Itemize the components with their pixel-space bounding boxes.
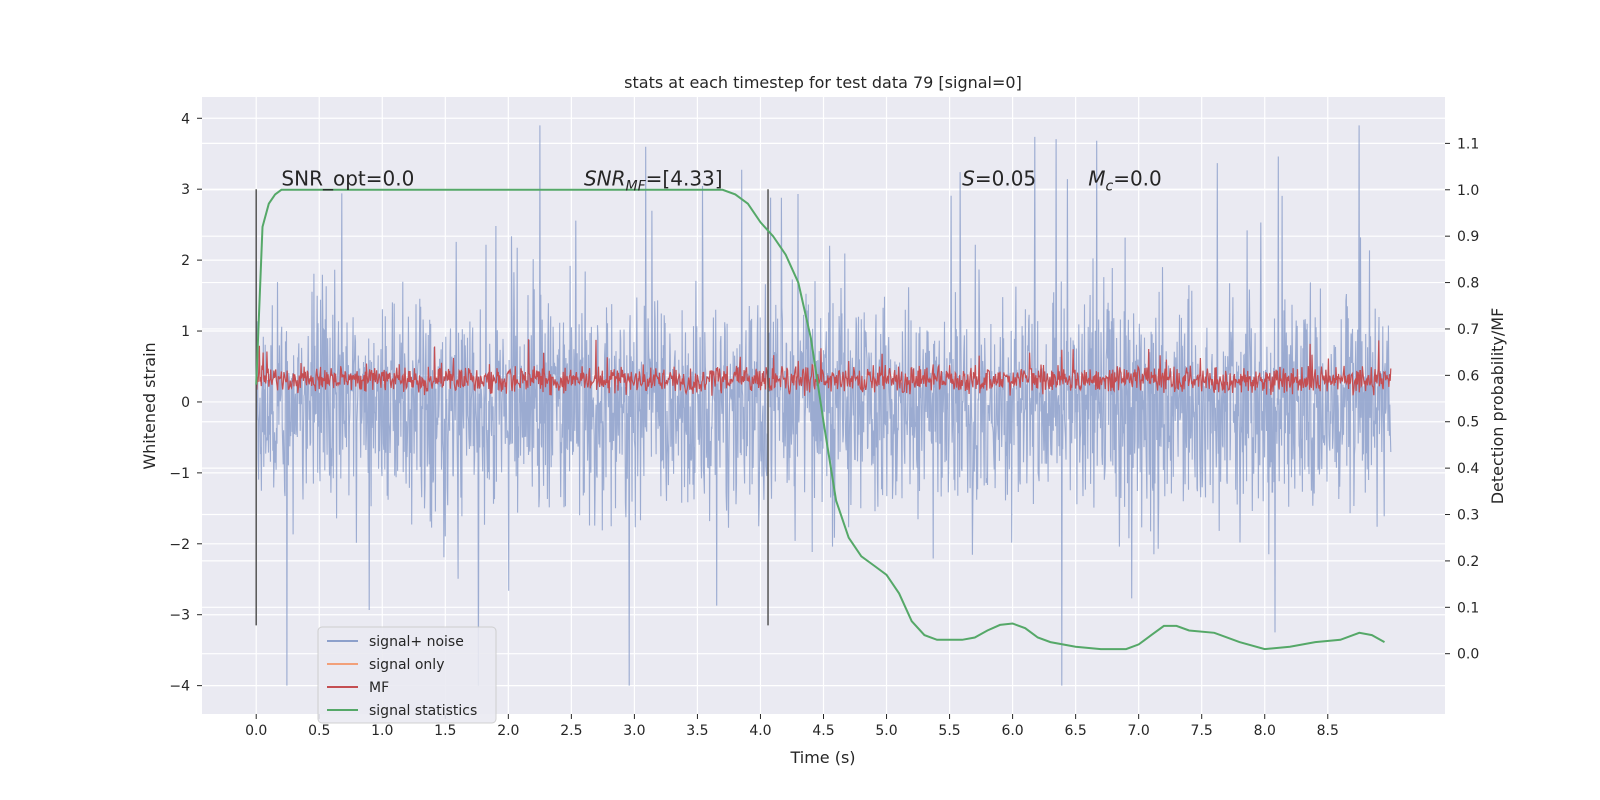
annotation-segment: =[4.33] bbox=[646, 167, 723, 191]
y2-axis-ticks: 1.1 1.0 0.9 0.8 0.7 0.6 0.5 0.4 0.3 0.2 0.1 0.0 bbox=[1445, 136, 1479, 663]
y2-tick-label: 1.1 bbox=[1457, 136, 1479, 152]
vertical-markers bbox=[255, 189, 769, 626]
y2-tick-label: 0.3 bbox=[1457, 508, 1479, 524]
y-tick-label: −4 bbox=[169, 679, 190, 695]
y-tick-label: 0 bbox=[181, 395, 190, 411]
y-tick-label: 4 bbox=[181, 111, 190, 127]
x-tick-label: 8.5 bbox=[1317, 723, 1339, 739]
y-tick-label: 1 bbox=[181, 324, 190, 340]
y-tick-label: −1 bbox=[169, 466, 190, 482]
x-tick-label: 6.0 bbox=[1001, 723, 1023, 739]
y2-axis-label: Detection probability/MF bbox=[1488, 308, 1507, 505]
annotation: SNRMF=[4.33] bbox=[584, 167, 723, 195]
annotation-segment: SNR_opt=0.0 bbox=[281, 167, 414, 191]
x-tick-label: 4.0 bbox=[749, 723, 771, 739]
y2-tick-label: 0.1 bbox=[1457, 600, 1479, 616]
annotation: SNR_opt=0.0 bbox=[281, 167, 414, 191]
y2-tick-label: 0.2 bbox=[1457, 554, 1479, 570]
series-signal-statistics bbox=[255, 188, 1385, 651]
y-axis-label: Whitened strain bbox=[140, 342, 159, 469]
x-tick-label: 6.5 bbox=[1064, 723, 1086, 739]
x-tick-label: 7.5 bbox=[1191, 723, 1213, 739]
annotation-segment: M bbox=[1088, 167, 1105, 191]
legend-box bbox=[317, 626, 497, 724]
y-tick-label: −2 bbox=[169, 537, 190, 553]
annotation: Mc=0.0 bbox=[1088, 167, 1162, 195]
legend-label-mf: MF bbox=[369, 680, 389, 696]
x-axis-label: Time (s) bbox=[789, 748, 855, 767]
y2-tick-label: 0.7 bbox=[1457, 322, 1479, 338]
x-tick-label: 2.5 bbox=[560, 723, 582, 739]
x-tick-label: 1.5 bbox=[434, 723, 456, 739]
x-axis-ticks: 0.0 0.5 1.0 1.5 2.0 2.5 3.0 3.5 4.0 4.5 5.0 5.5 6.0 6… bbox=[245, 714, 1339, 739]
x-tick-label: 0.5 bbox=[308, 723, 330, 739]
signal-statistics-line bbox=[255, 188, 1385, 651]
y-tick-label: 3 bbox=[181, 182, 190, 198]
y2-tick-label: 0.6 bbox=[1457, 368, 1479, 384]
legend-label-signal-only: signal only bbox=[369, 657, 444, 673]
x-tick-label: 0.0 bbox=[245, 723, 267, 739]
y2-tick-label: 0.4 bbox=[1457, 461, 1479, 477]
annotation-segment: =0.0 bbox=[1113, 167, 1162, 191]
annotation-segment: =0.05 bbox=[975, 167, 1036, 191]
y-tick-label: −3 bbox=[169, 608, 190, 624]
x-tick-label: 7.0 bbox=[1128, 723, 1150, 739]
y2-tick-label: 1.0 bbox=[1457, 183, 1479, 199]
legend-label-signal-noise: signal+ noise bbox=[369, 634, 464, 650]
legend-label-signal-statistics: signal statistics bbox=[369, 703, 477, 719]
annotation-segment: c bbox=[1106, 179, 1114, 195]
annotations: SNR_opt=0.0 SNRMF=[4.33] S=0.05 Mc=0.0 bbox=[281, 167, 1161, 195]
x-tick-label: 5.5 bbox=[938, 723, 960, 739]
annotation-segment: S bbox=[962, 167, 975, 191]
chart-title: stats at each timestep for test data 79 … bbox=[624, 73, 1022, 92]
y-tick-label: 2 bbox=[181, 253, 190, 269]
x-tick-label: 1.0 bbox=[371, 723, 393, 739]
annotation-segment: SNR bbox=[584, 167, 626, 191]
x-tick-label: 5.0 bbox=[875, 723, 897, 739]
x-tick-label: 2.0 bbox=[497, 723, 519, 739]
mf-line bbox=[255, 339, 1392, 396]
series-mf bbox=[255, 339, 1392, 396]
y-axis-ticks: 4 3 2 1 0 −1 −2 −3 −4 bbox=[169, 111, 202, 695]
x-tick-label: 3.0 bbox=[623, 723, 645, 739]
annotation: S=0.05 bbox=[962, 167, 1036, 191]
y2-tick-label: 0.0 bbox=[1457, 647, 1479, 663]
x-tick-label: 4.5 bbox=[812, 723, 834, 739]
y2-tick-label: 0.5 bbox=[1457, 415, 1479, 431]
x-tick-label: 8.0 bbox=[1254, 723, 1276, 739]
annotation-segment: MF bbox=[626, 179, 647, 195]
y2-tick-label: 0.8 bbox=[1457, 276, 1479, 292]
x-tick-label: 3.5 bbox=[686, 723, 708, 739]
y2-tick-label: 0.9 bbox=[1457, 229, 1479, 245]
legend: signal+ noise signal only MF signal stat… bbox=[317, 626, 497, 724]
